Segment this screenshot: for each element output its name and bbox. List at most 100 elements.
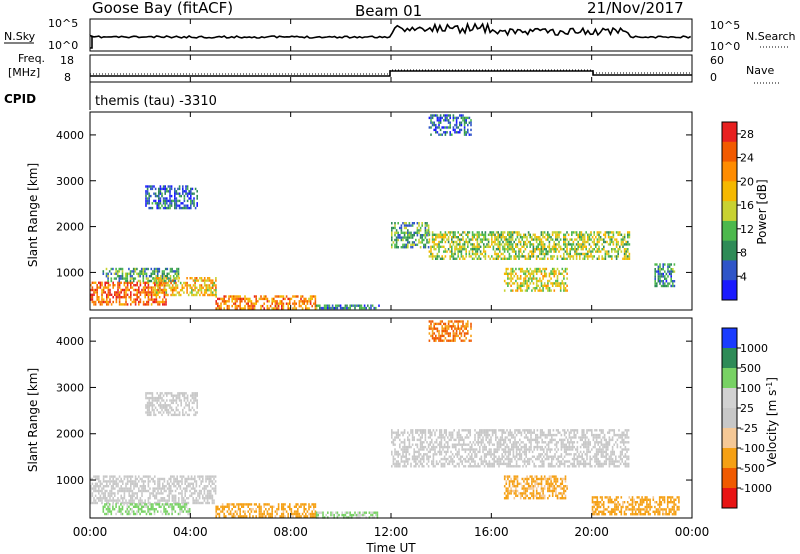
power-cell: [133, 284, 135, 287]
power-cell: [188, 206, 190, 210]
power-cell: [241, 297, 243, 301]
velocity-cell: [344, 511, 347, 514]
velocity-cell: [303, 505, 305, 508]
velocity-cell: [499, 457, 502, 461]
power-cell: [150, 296, 153, 299]
power-cell: [623, 257, 626, 260]
velocity-cell: [392, 462, 395, 466]
power-cell: [604, 236, 607, 239]
velocity-cell: [126, 477, 129, 481]
power-cell: [142, 267, 145, 271]
power-cell: [459, 128, 461, 132]
power-cell: [107, 279, 109, 283]
power-cell: [542, 257, 544, 260]
velocity-cell: [482, 441, 484, 444]
power-cell: [159, 199, 162, 203]
velocity-cell: [187, 475, 190, 478]
velocity-cell: [110, 499, 113, 502]
power-cell: [435, 236, 437, 239]
velocity-cell: [443, 462, 446, 466]
velocity-cell: [188, 510, 191, 513]
power-cell: [547, 231, 549, 234]
velocity-cell: [565, 431, 567, 434]
velocity-cell: [469, 462, 471, 466]
velocity-cell: [565, 448, 567, 451]
velocity-cell: [200, 480, 202, 483]
power-cell: [479, 252, 482, 256]
velocity-cell: [186, 399, 189, 402]
velocity-cell: [223, 512, 225, 516]
power-cell: [444, 131, 447, 134]
power-cell: [208, 277, 211, 280]
velocity-cell: [157, 487, 159, 490]
velocity-cell: [163, 489, 166, 493]
velocity-cell: [198, 501, 201, 505]
power-cell: [190, 194, 192, 198]
power-cell: [149, 298, 151, 301]
velocity-cell: [117, 485, 119, 488]
velocity-cell: [150, 512, 153, 516]
nave-label: Nave: [746, 64, 774, 77]
velocity-cell: [170, 408, 173, 412]
power-cell: [475, 238, 477, 241]
velocity-cell: [260, 505, 262, 508]
power-cell: [115, 267, 117, 271]
power-cell: [609, 238, 611, 241]
power-cell: [561, 282, 564, 285]
power-cell: [627, 248, 629, 251]
power-cell: [571, 231, 573, 234]
power-cell: [349, 304, 351, 307]
power-cell: [231, 295, 233, 298]
velocity-cell: [180, 508, 183, 511]
power-cell: [505, 243, 507, 246]
velocity-cell: [141, 480, 143, 483]
power-cell: [159, 289, 161, 292]
power-cell: [245, 302, 248, 305]
power-cell: [172, 270, 175, 273]
power-cell: [194, 206, 197, 210]
power-cell: [411, 243, 414, 246]
power-cell: [147, 267, 149, 271]
power-cell: [519, 240, 522, 244]
power-cell: [556, 255, 559, 258]
power-cell: [558, 245, 560, 248]
power-cell: [601, 243, 603, 246]
velocity-cell: [559, 462, 561, 466]
velocity-cell: [102, 508, 105, 511]
velocity-cell: [170, 480, 172, 483]
power-cell: [583, 233, 586, 236]
velocity-cell: [523, 443, 526, 446]
power-cell: [484, 245, 487, 248]
power-cell: [394, 234, 396, 237]
velocity-cell: [445, 433, 447, 437]
velocity-cell: [536, 441, 539, 444]
power-cell: [481, 233, 483, 236]
power-cell: [596, 257, 599, 260]
velocity-cell: [586, 462, 588, 466]
velocity-cell: [233, 505, 235, 508]
velocity-cell: [106, 489, 108, 493]
velocity-cell: [184, 494, 186, 497]
power-cell: [241, 307, 243, 310]
velocity-cell: [126, 512, 129, 516]
power-cell: [539, 240, 541, 244]
velocity-cell: [419, 445, 422, 449]
power-cell: [174, 279, 177, 283]
power-cell: [563, 236, 565, 239]
velocity-cell: [123, 501, 126, 505]
velocity-cell: [245, 515, 248, 518]
velocity-cell: [578, 465, 580, 468]
power-cell: [459, 245, 461, 248]
power-cell: [134, 267, 137, 271]
velocity-cell: [563, 445, 566, 449]
power-cell: [580, 243, 583, 246]
power-cell: [165, 303, 167, 306]
power-cell: [252, 307, 254, 310]
velocity-cell: [443, 455, 446, 458]
power-cell: [460, 248, 463, 251]
velocity-cell: [511, 443, 513, 446]
velocity-cell: [418, 460, 420, 463]
velocity-cell: [394, 443, 396, 446]
velocity-cell: [96, 497, 98, 500]
power-cell: [547, 245, 549, 248]
